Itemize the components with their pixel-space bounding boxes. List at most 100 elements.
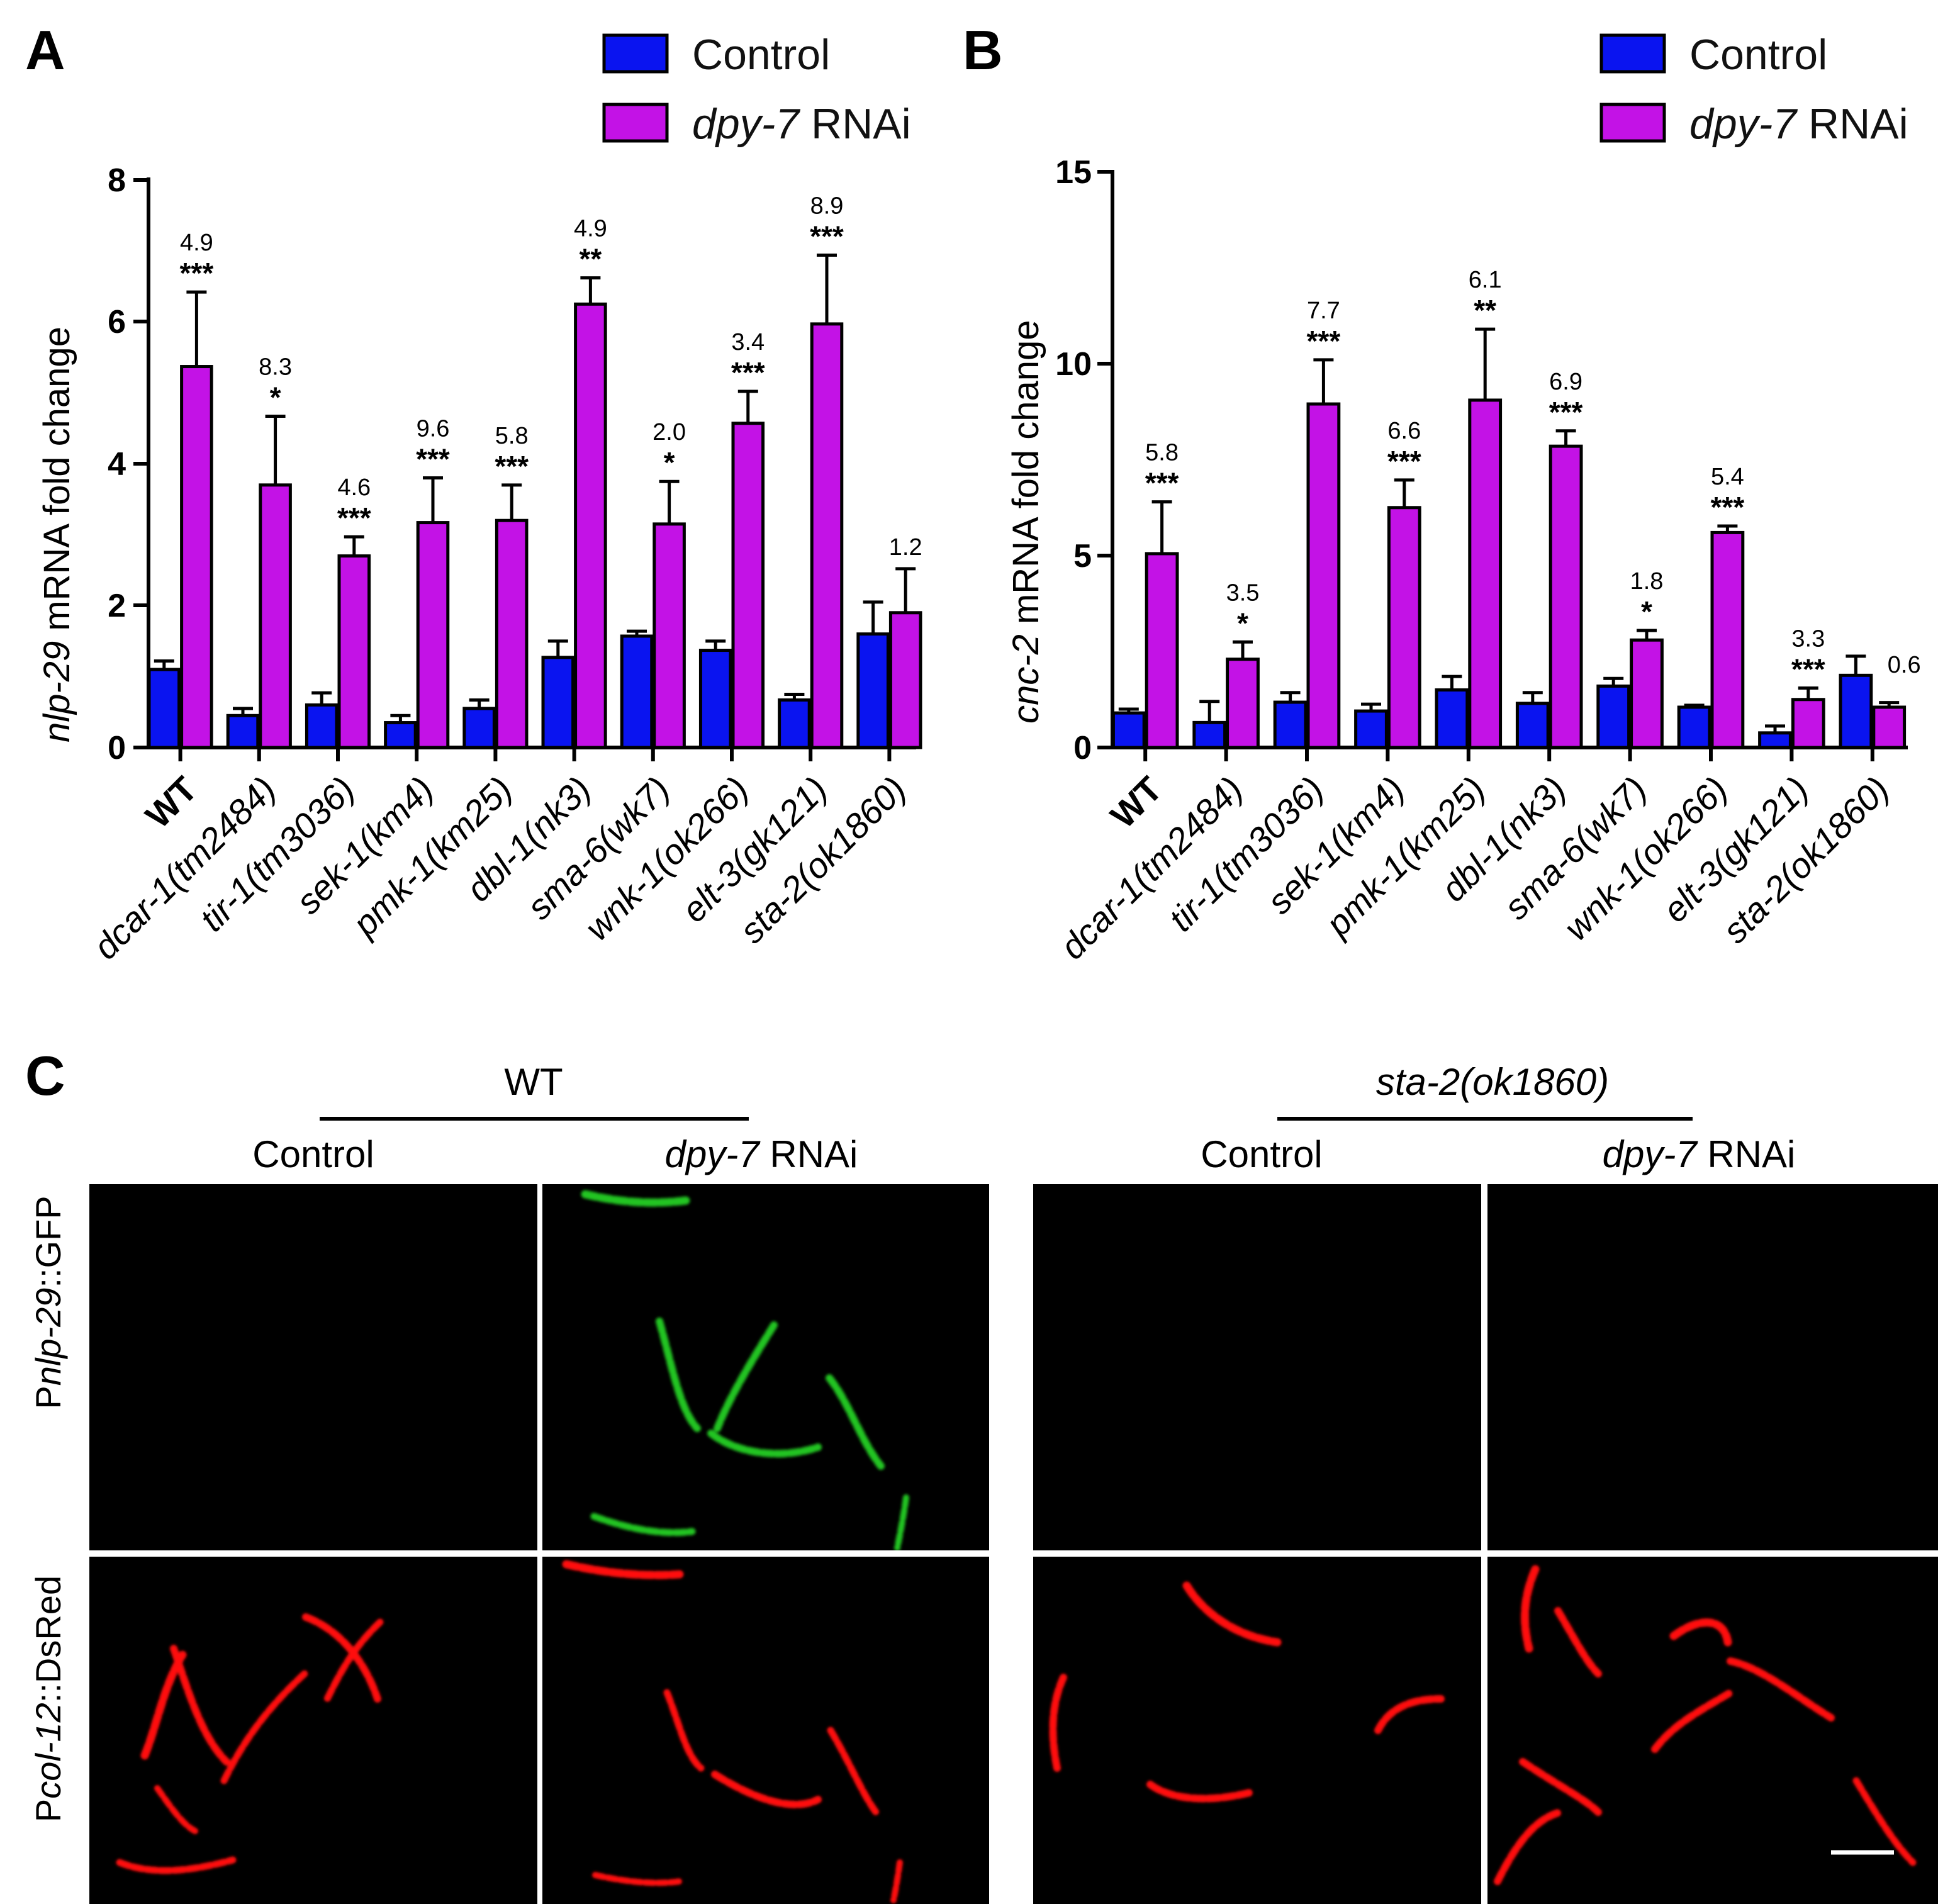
significance-label: ** bbox=[579, 243, 602, 276]
fold-change-label: 6.1 bbox=[1469, 267, 1502, 293]
bar-control-1 bbox=[1192, 720, 1227, 749]
fold-change-label: 1.8 bbox=[1630, 568, 1664, 595]
gfp-worm bbox=[826, 1374, 885, 1470]
micrograph-wt-rnai-dsred bbox=[542, 1557, 989, 1904]
x-tick-label: WT bbox=[138, 769, 204, 836]
legend-a: Control dpy-7 RNAi bbox=[602, 31, 911, 148]
y-tick-label-a-1: 2 bbox=[108, 588, 126, 624]
panel-letter-a: A bbox=[25, 19, 65, 81]
x-tick-label: WT bbox=[1103, 769, 1170, 836]
panel-letter-c: C bbox=[25, 1044, 65, 1107]
dsred-worm bbox=[1494, 1808, 1564, 1885]
y-tick-label-a-0: 0 bbox=[108, 730, 126, 766]
bar-control-4 bbox=[1435, 688, 1469, 749]
col-title-wt-control: Control bbox=[252, 1133, 374, 1175]
dsred-worm bbox=[1554, 1607, 1602, 1677]
fold-change-label: 6.9 bbox=[1549, 369, 1582, 395]
y-tick-label-b-3: 15 bbox=[1055, 154, 1092, 191]
bar-rnai-4 bbox=[495, 518, 529, 749]
bar-control-4 bbox=[462, 707, 496, 749]
gfp-worms-wt-rnai bbox=[581, 1190, 909, 1551]
dsred-worm bbox=[1669, 1618, 1732, 1647]
y-axis-label-a: nlp-29 mRNA fold change bbox=[36, 327, 77, 742]
dsred-worm bbox=[1146, 1781, 1256, 1803]
significance-label: * bbox=[664, 446, 675, 479]
bar-control-2 bbox=[1273, 700, 1308, 749]
col-title-sta2-control: Control bbox=[1201, 1133, 1322, 1175]
significance-label: * bbox=[270, 381, 281, 413]
gfp-worm bbox=[656, 1318, 701, 1432]
dsred-worm bbox=[1520, 1565, 1540, 1653]
x-labels-b: WTdcar-1(tm2484)tir-1(tm3036)sek-1(km4)p… bbox=[1053, 769, 1897, 967]
dsred-worm bbox=[592, 1872, 683, 1886]
bar-control-2 bbox=[305, 703, 339, 749]
legend-b-rnai-swatch bbox=[1599, 103, 1666, 143]
tile-gutter bbox=[537, 1184, 542, 1904]
bar-rnai-7 bbox=[1710, 530, 1745, 749]
panel-letter-b: B bbox=[963, 19, 1003, 81]
dsred-worm bbox=[170, 1645, 230, 1766]
fold-change-label: 0.6 bbox=[1888, 652, 1921, 678]
row-label-gfp: Pnlp-29::GFP bbox=[28, 1196, 68, 1409]
dsred-worm bbox=[1651, 1689, 1734, 1753]
dsred-worm bbox=[1852, 1777, 1917, 1866]
legend-a-rnai-label: dpy-7 RNAi bbox=[692, 100, 911, 148]
bar-rnai-2 bbox=[337, 554, 371, 749]
col-title-wt-rnai: dpy-7 RNAi bbox=[665, 1133, 858, 1175]
micrograph-wt-rnai-gfp bbox=[542, 1184, 989, 1550]
dsred-worm bbox=[1727, 1657, 1835, 1722]
y-tick-label-b-1: 5 bbox=[1073, 538, 1092, 574]
micrograph-sta2-control-gfp bbox=[1033, 1184, 1481, 1550]
panel-b: B Control dpy-7 RNAi cnc-2 mRNA fold cha… bbox=[963, 19, 1921, 966]
bar-control-3 bbox=[1354, 709, 1388, 749]
legend-a-rnai-swatch bbox=[602, 103, 669, 143]
panel-c: C WT sta-2(ok1860) Control dpy-7 RNAi Co… bbox=[25, 1044, 1938, 1904]
bar-rnai-7 bbox=[731, 422, 765, 749]
fold-change-label: 7.7 bbox=[1307, 298, 1340, 324]
bar-rnai-5 bbox=[574, 302, 607, 749]
bar-rnai-5 bbox=[1549, 444, 1583, 749]
significance-label: *** bbox=[416, 443, 450, 476]
micrograph-wt-control-dsred bbox=[89, 1557, 537, 1904]
fold-change-label: 1.2 bbox=[889, 534, 922, 561]
panel-a: A Control dpy-7 RNAi nlp-29 mRNA fold ch… bbox=[25, 19, 922, 966]
fold-change-label: 3.3 bbox=[1791, 625, 1825, 652]
bar-rnai-1 bbox=[259, 483, 292, 749]
dsred-worm bbox=[220, 1670, 308, 1784]
fold-change-label: 8.9 bbox=[810, 193, 844, 220]
bar-control-8 bbox=[1758, 731, 1792, 749]
bar-rnai-8 bbox=[810, 322, 844, 749]
y-tick-label-a-4: 8 bbox=[108, 162, 126, 199]
bar-rnai-0 bbox=[1145, 552, 1179, 749]
gfp-worm bbox=[590, 1513, 696, 1537]
dsred-worm bbox=[711, 1771, 822, 1808]
dsred-worms bbox=[116, 1560, 1917, 1903]
fold-change-label: 3.4 bbox=[731, 329, 765, 356]
y-tick-label-a-2: 4 bbox=[108, 446, 126, 483]
gfp-worm bbox=[707, 1430, 822, 1458]
tile-gutter bbox=[1481, 1184, 1487, 1904]
bar-rnai-0 bbox=[180, 365, 213, 749]
bars-b: ***5.8*3.5***7.7***6.6**6.1***6.9*1.8***… bbox=[1111, 267, 1921, 761]
bar-control-7 bbox=[698, 649, 732, 749]
dsred-worm bbox=[890, 1859, 903, 1903]
legend-b-control-swatch bbox=[1599, 33, 1666, 74]
dsred-worm bbox=[1519, 1758, 1602, 1816]
y-ticks-b: 0 5 10 15 bbox=[1055, 154, 1112, 766]
bar-control-3 bbox=[384, 721, 417, 749]
bar-control-5 bbox=[1515, 702, 1550, 749]
fold-change-label: 5.4 bbox=[1711, 464, 1744, 490]
bar-rnai-6 bbox=[1630, 638, 1664, 749]
bar-control-0 bbox=[1111, 711, 1146, 749]
fold-change-label: 9.6 bbox=[417, 416, 450, 442]
micrograph-wt-control-gfp bbox=[89, 1184, 537, 1550]
fold-change-label: 5.8 bbox=[495, 423, 529, 449]
dsred-worm bbox=[562, 1560, 684, 1579]
significance-label: * bbox=[1641, 595, 1652, 628]
bar-rnai-9 bbox=[888, 611, 922, 749]
significance-label: *** bbox=[1145, 467, 1179, 500]
dsred-worm bbox=[323, 1618, 384, 1703]
dsred-worm bbox=[1049, 1674, 1067, 1772]
y-ticks-a: 0 2 4 6 8 bbox=[108, 162, 148, 766]
dsred-worm bbox=[1374, 1695, 1445, 1734]
